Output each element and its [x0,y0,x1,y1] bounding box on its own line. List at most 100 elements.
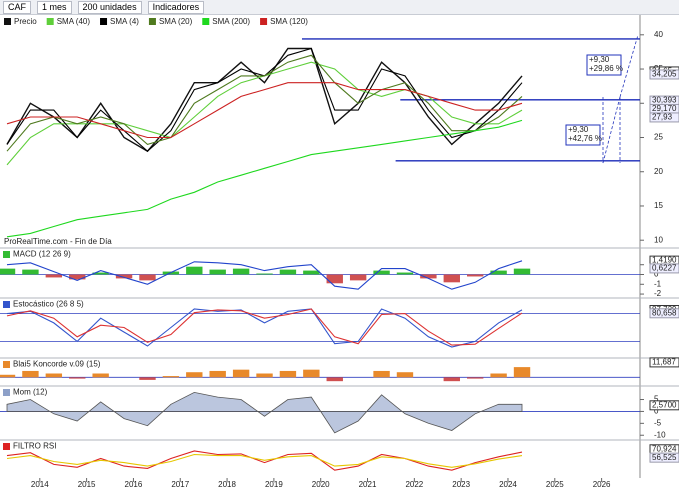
panel-icon [3,443,10,450]
bar [209,269,226,275]
line [6,308,523,346]
bar [373,370,390,378]
bar [69,274,86,280]
bar [139,274,156,281]
panel-icon [3,389,10,396]
bar [303,369,320,378]
y-tick-label: 40 [654,30,663,39]
x-tick-label: 2017 [171,480,189,489]
line [6,453,523,468]
x-tick-label: 2016 [125,480,143,489]
toolbar: CAF 1 mes 200 unidades Indicadores [0,0,679,15]
line [6,54,523,152]
line [6,119,523,238]
bar [326,274,343,284]
bar [256,373,273,378]
legend-swatch [202,18,210,25]
y-tick-label: 0 [654,407,659,416]
panel-title: Blai5 Koncorde v.09 (15) [13,360,101,369]
bar [0,374,16,378]
x-tick-label: 2014 [31,480,49,489]
x-tick-label: 2022 [405,480,423,489]
value-label: 30,393 [652,96,677,105]
y-tick-label: 15 [654,201,663,210]
value-badge [649,357,679,368]
legend-label: SMA (20) [159,17,193,26]
panel-title: MACD (12 26 9) [13,250,71,259]
value-label: 70,924 [652,444,677,453]
bar [232,369,250,378]
bar [45,274,63,278]
panel-title: Mom (12) [13,388,48,397]
legend-label: SMA (120) [270,17,308,26]
value-badge [649,69,679,80]
x-tick-label: 2025 [546,480,564,489]
bar [349,274,367,281]
bar [443,377,460,382]
y-tick-label: 25 [654,133,663,142]
value-label: 80,658 [652,308,677,317]
value-badge [649,112,679,123]
value-label: 2,5700 [652,400,677,409]
period[interactable]: 1 mes [37,0,72,14]
panel-title: FILTRO RSI [13,442,56,451]
x-tick-label: 2026 [593,480,611,489]
panel-icon [3,301,10,308]
bar [92,373,109,378]
value-label: 1,4190 [652,256,677,265]
bar [279,370,297,378]
bar [513,268,531,275]
units[interactable]: 200 unidades [77,0,142,14]
value-badge [649,263,679,274]
bar [256,273,273,275]
bar [92,272,109,275]
y-tick-label: 20 [654,167,663,176]
value-label: 56,525 [652,453,677,462]
y-tick-label: -5 [654,418,662,427]
legend-label: Precio [14,17,37,26]
annotation-box [565,124,601,146]
annotation-box [586,54,622,76]
bar [139,377,156,380]
annotation: +9,30 [589,55,610,64]
value-label: 34,205 [652,70,677,79]
x-tick-label: 2023 [452,480,470,489]
bar [326,377,343,382]
y-tick-label: -2 [654,289,662,298]
value-badge [649,308,679,319]
indicators[interactable]: Indicadores [147,0,205,14]
panel-title: Estocástico (26 8 5) [13,300,84,309]
bar [232,268,250,275]
y-tick-label: -1 [654,279,662,288]
bar [115,274,133,279]
bar [303,270,320,275]
bar [186,266,203,275]
line [6,308,523,348]
value-label: 11,687 [652,358,676,367]
bar [490,270,507,275]
bar [467,377,484,379]
bar [396,372,414,378]
x-tick-label: 2021 [359,480,377,489]
x-tick-label: 2018 [218,480,236,489]
x-tick-label: 2015 [78,480,96,489]
bar [162,376,180,378]
bar [22,370,39,378]
bar [45,373,63,378]
value-label: 0,6227 [652,264,677,273]
x-tick-label: 2024 [499,480,517,489]
legend-label: SMA (40) [57,17,91,26]
y-tick-label: 10 [654,235,663,244]
bar [490,373,507,378]
y-tick-label: 0 [654,270,659,279]
value-label: 29,170 [652,104,677,113]
legend-swatch [260,18,268,25]
line [6,82,523,139]
bar [373,270,390,275]
symbol[interactable]: CAF [3,0,31,14]
annotation: +42,76 % [568,134,602,143]
projection [602,34,639,164]
y-tick-label: 5 [654,395,659,404]
